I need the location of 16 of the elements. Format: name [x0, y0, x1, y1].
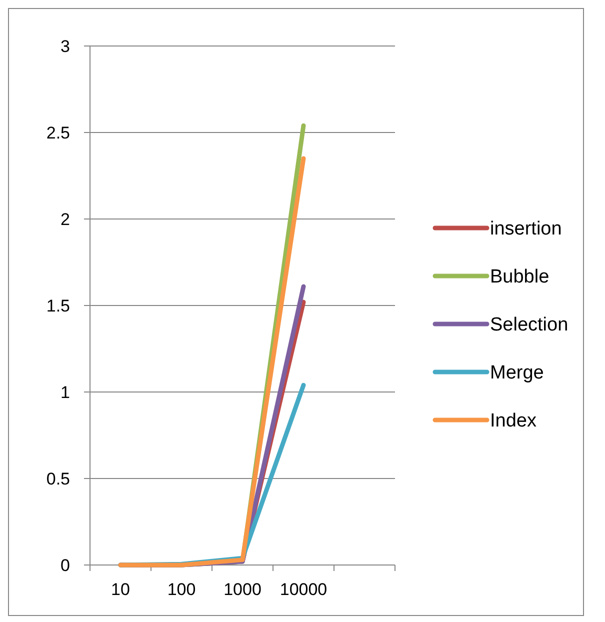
y-tick-label: 0	[60, 556, 70, 575]
x-tick-label: 10	[111, 580, 130, 599]
y-tick-label: 1	[60, 382, 70, 402]
x-tick-label: 100	[167, 580, 196, 599]
legend-label: Index	[490, 410, 537, 432]
y-tick-label: 0.5	[46, 469, 70, 488]
y-tick-label: 2	[60, 210, 70, 229]
legend-label: Merge	[490, 362, 544, 384]
y-tick-label: 1.5	[46, 296, 70, 316]
y-tick-label: 3	[60, 36, 70, 56]
legend-label: insertion	[490, 218, 562, 240]
x-tick-label: 1000	[224, 580, 262, 599]
y-tick-label: 2.5	[46, 123, 70, 142]
legend-label: Selection	[490, 314, 568, 336]
legend-label: Bubble	[490, 266, 550, 288]
x-tick-label: 10000	[280, 580, 328, 599]
